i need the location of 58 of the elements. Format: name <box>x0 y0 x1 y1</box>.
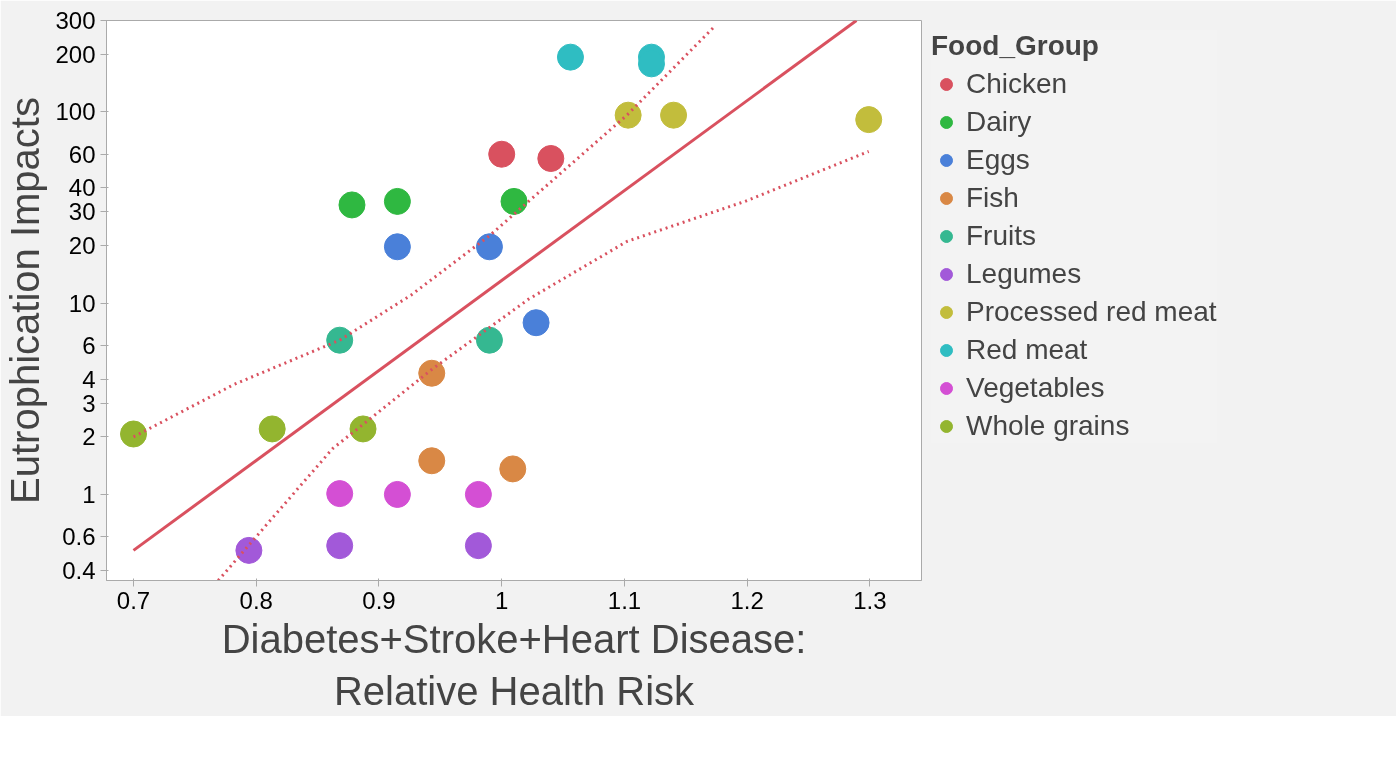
y-tick-label: 6 <box>82 332 96 360</box>
point <box>537 145 565 172</box>
x-tick-label: 0.7 <box>116 586 151 614</box>
y-tick-label: 0.6 <box>62 523 96 551</box>
x-axis-title: Diabetes+Stroke+Heart Disease: Relative Health Risk <box>221 616 807 714</box>
y-tick-label: 60 <box>68 140 96 168</box>
point <box>660 101 688 129</box>
point <box>383 187 411 215</box>
point <box>338 191 366 219</box>
point <box>326 532 354 560</box>
y-tick-label: 0.4 <box>62 557 96 585</box>
x-tick-label: 0.9 <box>362 586 396 614</box>
point <box>120 420 147 448</box>
point <box>326 480 354 508</box>
x-tick-label: 1.3 <box>853 586 887 614</box>
y-tick-label: 300 <box>55 7 96 34</box>
point <box>556 43 584 71</box>
y-tick-label: 1 <box>82 480 96 508</box>
point <box>326 326 354 354</box>
point <box>383 480 411 508</box>
point <box>383 233 411 261</box>
point <box>614 101 642 129</box>
legend-label: Fruits <box>966 219 1036 253</box>
legend-title: Food_Group <box>931 30 1100 62</box>
legend-label: Dairy <box>966 105 1032 139</box>
legend-label: Eggs <box>966 143 1030 177</box>
legend-label: Whole grains <box>966 409 1130 443</box>
legend-label: Legumes <box>966 257 1082 291</box>
x-tick-label: 1.2 <box>730 586 764 614</box>
point <box>500 187 528 215</box>
point <box>464 532 492 560</box>
point <box>522 309 550 337</box>
legend-label: Fish <box>966 181 1019 215</box>
point <box>464 480 492 508</box>
legend-label: Chicken <box>966 67 1068 101</box>
legend-label: Vegetables <box>966 371 1105 405</box>
point <box>475 326 503 354</box>
y-tick-label: 2 <box>82 423 96 451</box>
point <box>418 359 446 387</box>
y-tick-label: 200 <box>55 40 96 68</box>
point <box>235 536 263 564</box>
x-tick-label: 0.8 <box>239 586 273 614</box>
point <box>475 233 503 261</box>
y-tick-label: 20 <box>68 232 96 260</box>
legend-label: Processed red meat <box>966 295 1217 329</box>
point <box>349 415 377 443</box>
x-tick-label: 1.1 <box>607 586 642 614</box>
y-tick-label: 10 <box>68 289 96 317</box>
point <box>488 140 516 168</box>
point <box>499 455 527 483</box>
point <box>418 447 446 475</box>
x-tick-label: 1 <box>495 586 509 614</box>
point <box>258 415 286 443</box>
y-axis-title: Eutrophication Impacts <box>3 97 48 504</box>
point <box>855 106 883 134</box>
y-tick-label: 100 <box>55 98 96 126</box>
legend-label: Red meat <box>966 333 1088 367</box>
line-series <box>216 150 871 581</box>
